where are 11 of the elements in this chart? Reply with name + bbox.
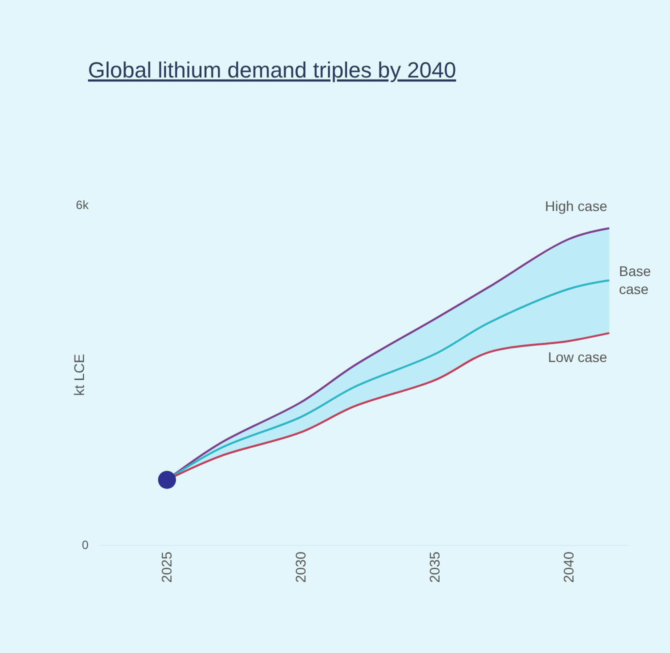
y-tick-label: 0 bbox=[82, 538, 89, 552]
x-tick-label: 2025 bbox=[158, 551, 175, 583]
series-label: Base case bbox=[619, 263, 652, 298]
series-label: High case bbox=[545, 198, 608, 214]
y-tick-label: 6k bbox=[76, 198, 90, 212]
series-label: Low case bbox=[548, 349, 608, 365]
chart-title: Global lithium demand triples by 2040 bbox=[88, 57, 456, 82]
y-axis-title: kt LCE bbox=[70, 354, 87, 396]
x-tick-label: 2040 bbox=[560, 551, 577, 583]
x-tick-label: 2030 bbox=[292, 551, 309, 583]
x-tick-label: 2035 bbox=[426, 551, 443, 583]
